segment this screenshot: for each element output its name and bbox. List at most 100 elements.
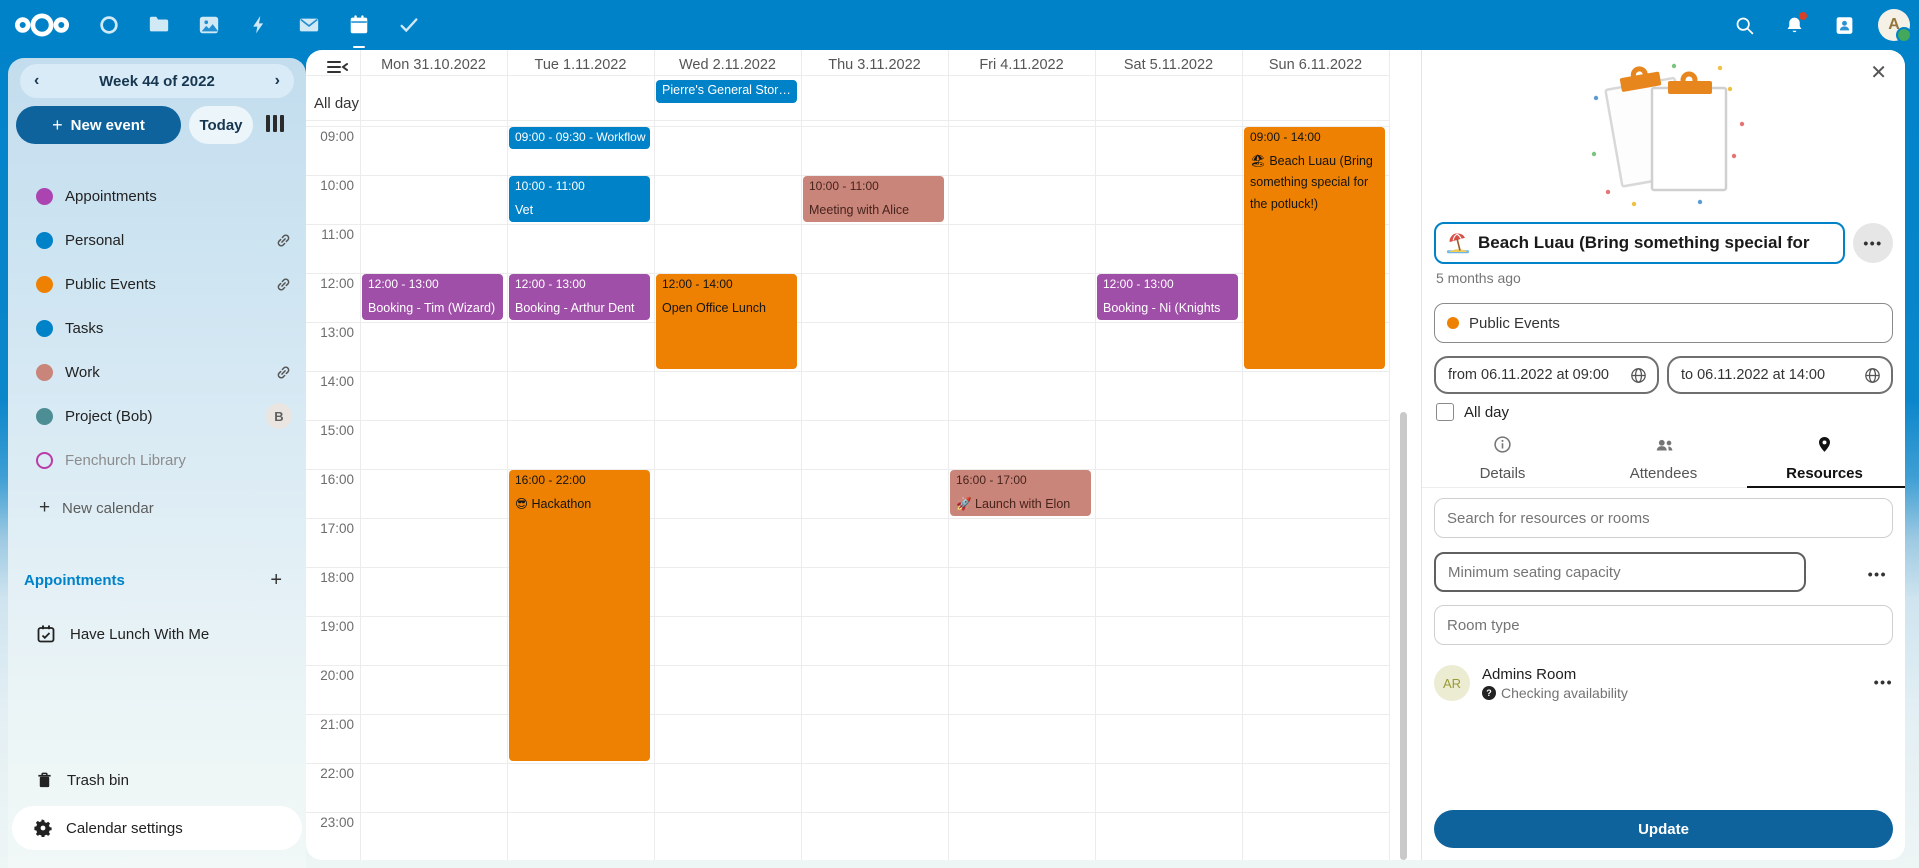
previous-week-button[interactable]: ‹: [34, 72, 40, 89]
trash-bin-item[interactable]: Trash bin: [8, 764, 306, 796]
time-label-11:00: 11:00: [321, 227, 354, 242]
calendar-sidebar: ‹ Week 44 of 2022 › + New event Today Ap…: [8, 58, 306, 868]
calendar-event[interactable]: 09:00 - 14:00 🏖 Beach Luau (Bring somethi…: [1244, 127, 1385, 369]
event-time: 16:00 - 22:00: [515, 473, 586, 487]
new-calendar-button[interactable]: + New calendar: [8, 486, 306, 530]
question-mark-icon: ?: [1482, 685, 1496, 700]
notifications-bell-icon[interactable]: [1769, 0, 1819, 50]
new-calendar-label: New calendar: [62, 499, 154, 517]
room-options-button[interactable]: •••: [1874, 674, 1893, 692]
update-button[interactable]: Update: [1434, 810, 1893, 848]
sidebar-calendar-public-events[interactable]: Public Events: [8, 262, 306, 306]
sidebar-calendar-project-bob-[interactable]: Project (Bob) B: [8, 394, 306, 438]
calendar-icon[interactable]: [334, 0, 384, 50]
start-date-input[interactable]: from 06.11.2022 at 09:00: [1434, 356, 1659, 394]
day-header-0: Mon 31.10.2022: [381, 57, 486, 73]
sidebar-calendar-appointments[interactable]: Appointments: [8, 174, 306, 218]
avatar[interactable]: A: [1869, 0, 1919, 50]
tab-attendees[interactable]: Attendees: [1583, 430, 1744, 487]
photos-icon[interactable]: [184, 0, 234, 50]
calendar-label: Public Events: [65, 275, 156, 293]
capacity-options-button[interactable]: •••: [1868, 566, 1887, 584]
event-time: 12:00 - 13:00: [515, 277, 586, 291]
calendar-color-dot: [36, 275, 53, 293]
appointment-item-have-lunch[interactable]: Have Lunch With Me: [8, 618, 306, 650]
start-date-value: from 06.11.2022 at 09:00: [1448, 367, 1609, 383]
calendar-color-dot: [36, 451, 53, 469]
new-event-button[interactable]: + New event: [16, 106, 181, 144]
resource-search-input[interactable]: [1434, 498, 1893, 538]
event-time: 09:00 - 14:00: [1250, 130, 1321, 144]
tab-resources[interactable]: Resources: [1744, 430, 1905, 487]
checkbox-box: [1436, 403, 1454, 421]
event-actions-button[interactable]: •••: [1853, 223, 1893, 263]
collapse-gutter-icon[interactable]: [327, 60, 348, 79]
calendar-color-dot: [36, 363, 53, 381]
today-button[interactable]: Today: [189, 106, 253, 144]
view-columns-icon[interactable]: [266, 115, 290, 135]
dashboard-icon[interactable]: [84, 0, 134, 50]
calendar-event[interactable]: 12:00 - 13:00 Booking - Tim (Wizard): [362, 274, 503, 320]
mail-icon[interactable]: [284, 0, 334, 50]
ellipsis-icon: •••: [1873, 674, 1893, 690]
time-label-12:00: 12:00: [320, 276, 354, 291]
sidebar-calendar-fenchurch-library[interactable]: Fenchurch Library: [8, 438, 306, 482]
all-day-label: All day: [314, 95, 360, 112]
all-day-checkbox[interactable]: All day: [1436, 403, 1509, 421]
room-result-row[interactable]: AR Admins Room ? Checking availability •…: [1434, 660, 1893, 706]
calendar-event[interactable]: 10:00 - 11:00 Meeting with Alice: [803, 176, 944, 222]
all-day-event[interactable]: Pierre's General Stor…: [656, 80, 797, 103]
calendar-event[interactable]: 12:00 - 13:00 Booking - Arthur Dent: [509, 274, 650, 320]
event-title: 😎 Hackathon: [515, 497, 592, 511]
nextcloud-logo[interactable]: [0, 0, 84, 50]
globe-icon[interactable]: [1630, 367, 1647, 384]
close-icon[interactable]: ✕: [1870, 62, 1887, 84]
seating-capacity-input[interactable]: [1434, 552, 1806, 592]
search-icon[interactable]: [1719, 0, 1769, 50]
calendar-color-dot: [36, 407, 53, 425]
calendar-event[interactable]: 10:00 - 11:00 Vet: [509, 176, 650, 222]
room-info: Admins Room ? Checking availability: [1482, 666, 1874, 701]
shared-link-icon[interactable]: [275, 276, 292, 293]
top-header: A: [0, 0, 1919, 50]
event-label: 09:00 - 09:30 - Workflow: [515, 130, 646, 144]
time-label-09:00: 09:00: [320, 129, 354, 144]
activity-icon[interactable]: [234, 0, 284, 50]
calendar-event[interactable]: 16:00 - 17:00 🚀 Launch with Elon: [950, 470, 1091, 516]
event-title-text: Beach Luau (Bring something special for: [1478, 233, 1810, 252]
event-title: Booking - Arthur Dent: [515, 301, 635, 315]
calendar-color-dot: [36, 187, 53, 205]
calendar-label: Personal: [65, 231, 125, 249]
calendar-event[interactable]: 12:00 - 14:00 Open Office Lunch: [656, 274, 797, 369]
calendar-event[interactable]: 09:00 - 09:30 - Workflow: [509, 127, 650, 149]
time-label-23:00: 23:00: [320, 815, 354, 830]
calendar-select[interactable]: Public Events: [1434, 303, 1893, 343]
room-type-input[interactable]: [1434, 605, 1893, 645]
sidebar-calendar-tasks[interactable]: Tasks: [8, 306, 306, 350]
tab-details[interactable]: Details: [1422, 430, 1583, 487]
files-icon[interactable]: [134, 0, 184, 50]
end-date-input[interactable]: to 06.11.2022 at 14:00: [1667, 356, 1893, 394]
tasks-icon[interactable]: [384, 0, 434, 50]
calendar-settings-item[interactable]: Calendar settings: [12, 806, 302, 850]
contacts-icon[interactable]: [1819, 0, 1869, 50]
calendar-event[interactable]: 16:00 - 22:00 😎 Hackathon: [509, 470, 650, 761]
next-week-button[interactable]: ›: [274, 72, 280, 89]
main-content: All day Mon 31.10.2022 Tue 1.11.2022 Wed 2…: [306, 50, 1905, 860]
shared-link-icon[interactable]: [275, 364, 292, 381]
week-grid: All day Mon 31.10.2022 Tue 1.11.2022 Wed 2…: [306, 50, 1421, 860]
calendar-event[interactable]: 12:00 - 13:00 Booking - Ni (Knights: [1097, 274, 1238, 320]
grid-scrollbar-thumb[interactable]: [1400, 412, 1407, 860]
add-appointment-button[interactable]: +: [270, 568, 282, 591]
shared-link-icon[interactable]: [275, 232, 292, 249]
event-title-input[interactable]: Beach Luau (Bring something special for: [1434, 222, 1845, 264]
attendees-icon: [1654, 436, 1674, 459]
sidebar-calendar-work[interactable]: Work: [8, 350, 306, 394]
time-label-13:00: 13:00: [320, 325, 354, 340]
day-header-4: Fri 4.11.2022: [979, 57, 1064, 73]
globe-icon[interactable]: [1864, 367, 1881, 384]
sidebar-calendar-personal[interactable]: Personal: [8, 218, 306, 262]
time-label-17:00: 17:00: [320, 521, 354, 536]
gear-icon: [34, 819, 52, 837]
calendar-color-dot: [36, 231, 53, 249]
